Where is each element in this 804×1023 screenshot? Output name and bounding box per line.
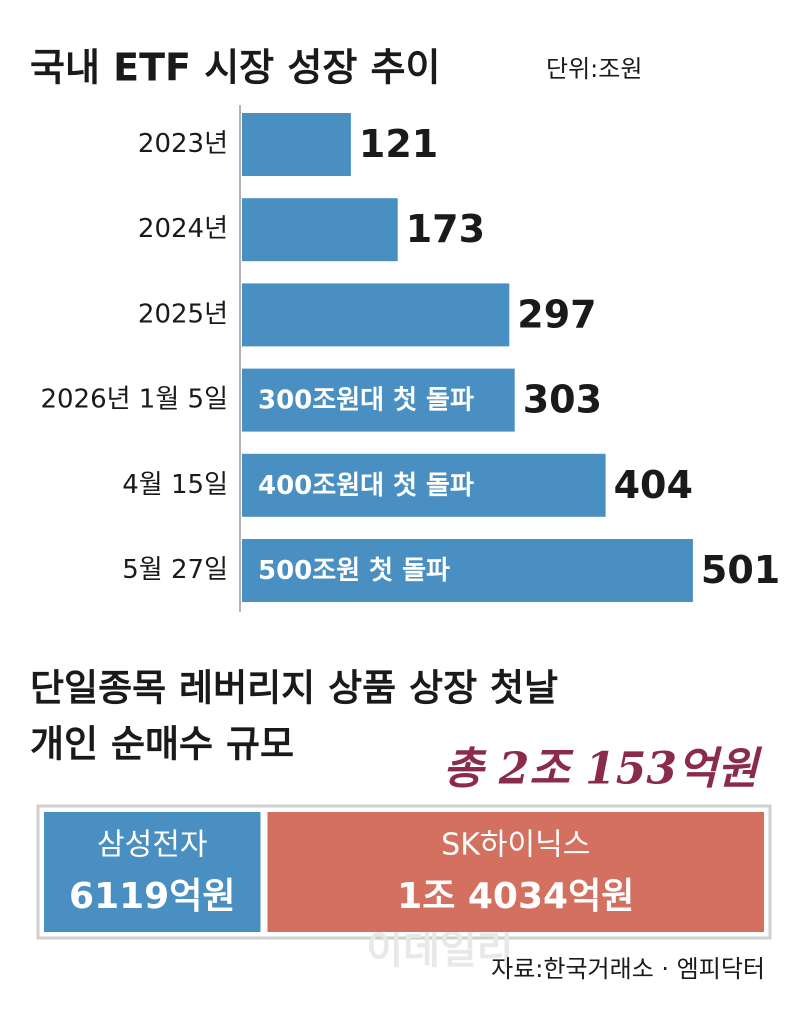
segment-value: 1조 4034억원 — [397, 876, 634, 917]
split-frame — [36, 804, 772, 940]
split-segment — [44, 812, 261, 932]
bar — [242, 368, 515, 432]
chart-title: 단일종목 레버리지 상품 상장 첫날 — [30, 667, 558, 710]
y-tick-label: 2024년 — [138, 214, 228, 244]
y-tick-label: 2023년 — [138, 129, 228, 159]
value-label: 501 — [701, 548, 780, 592]
y-tick-label: 2026년 1월 5일 — [40, 385, 228, 415]
segment-value: 6119억원 — [69, 876, 235, 917]
value-label: 173 — [406, 207, 485, 251]
value-label: 297 — [517, 292, 596, 336]
value-label: 404 — [614, 463, 693, 507]
bar-annotation: 500조원 첫 돌파 — [258, 556, 450, 586]
bar — [242, 283, 510, 347]
bar — [242, 113, 351, 176]
chart-title: 개인 순매수 규모 — [30, 723, 294, 766]
total-label: 총 2조 153억원 — [443, 744, 763, 795]
bar — [242, 453, 606, 517]
unit-label: 단위:조원 — [546, 55, 642, 83]
y-tick-label: 5월 27일 — [122, 555, 228, 585]
bar — [242, 539, 693, 602]
split-segment — [267, 812, 764, 932]
chart-title: 국내 ETF 시장 성장 추이 — [30, 46, 440, 90]
bar — [242, 198, 398, 262]
bar-annotation: 400조원대 첫 돌파 — [258, 471, 474, 501]
y-tick-label: 4월 15일 — [122, 470, 228, 500]
value-label: 303 — [523, 378, 602, 422]
source-note: 자료:한국거래소 · 엠피닥터 — [491, 955, 765, 983]
y-tick-label: 2025년 — [138, 299, 228, 329]
segment-category: 삼성전자 — [97, 828, 207, 863]
watermark: 이데일리 — [366, 927, 513, 973]
value-label: 121 — [359, 122, 438, 166]
bar-annotation: 300조원대 첫 돌파 — [258, 386, 474, 416]
segment-category: SK하이닉스 — [441, 828, 590, 863]
